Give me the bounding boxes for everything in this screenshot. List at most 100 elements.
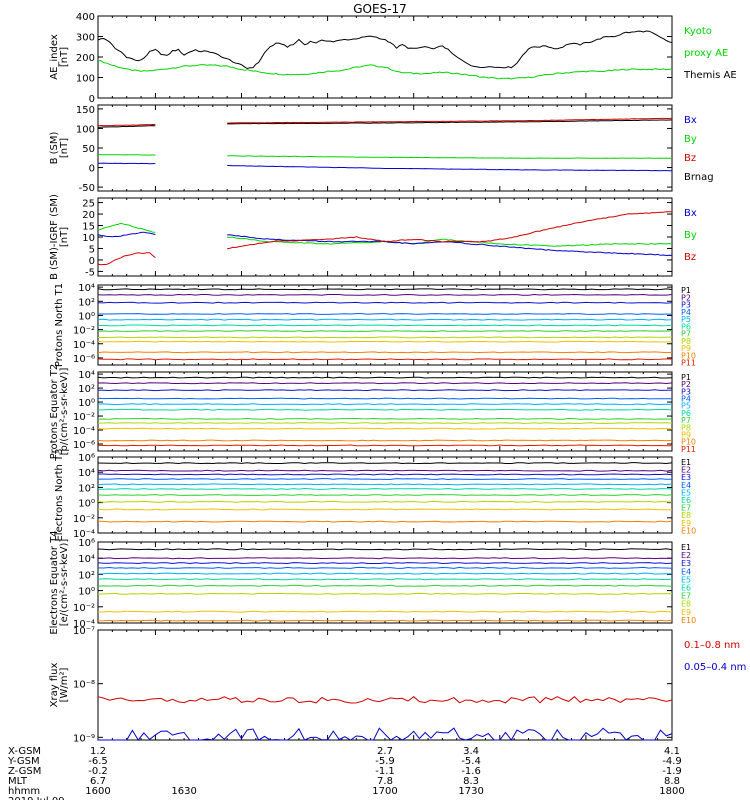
legend-label: P7	[681, 330, 691, 339]
y-tick-label: 10	[82, 233, 95, 244]
series-line-bx	[98, 162, 156, 165]
series-line-p8	[98, 336, 673, 339]
legend-label: Bz	[684, 252, 696, 263]
series-line-p5	[97, 318, 673, 321]
y-tick-label: 20	[82, 210, 95, 221]
series-line-0-1-0-8-nm	[97, 696, 673, 704]
legend-label: P5	[681, 315, 691, 324]
y-tick-label: 50	[82, 144, 95, 155]
series-line-e5	[97, 483, 673, 486]
series-line-p3	[97, 389, 673, 392]
legend-label: Brnag	[684, 172, 714, 183]
y-tick-label: 200	[76, 53, 95, 64]
legend-label: E4	[681, 481, 691, 490]
legend-label: P11	[681, 359, 696, 368]
y-tick-label: 0	[89, 164, 95, 175]
y-axis-title: Protons North T1	[54, 283, 65, 367]
ephemeris-table: X-GSM 1.2 2.7 3.4 4.1 Y-GSM -6.5 -5.9 -5.4 -4.9 Z-…	[7, 746, 685, 800]
series-line-p5	[97, 403, 672, 406]
ephem-value: -1.1	[375, 766, 395, 777]
panel-pe: 10⁴ 10² 10⁰ 10⁻² 10⁻⁴ 10⁻⁶ Protons Equator T2[…	[49, 364, 696, 460]
legend-label: P8	[681, 423, 691, 432]
panel-ae: 400 300 200 100 0 AE_index [nT] Kyoto proxy AE Th…	[49, 12, 737, 105]
series-line-p11	[97, 358, 673, 361]
legend-label: P3	[681, 301, 691, 310]
y-tick-label: 10²	[78, 570, 95, 581]
series-line-p9	[97, 340, 673, 343]
series-line-p4	[98, 313, 672, 315]
y-tick-label: 10⁻⁹	[73, 733, 95, 744]
series-line-bz	[97, 252, 156, 266]
series-line-e1	[97, 462, 673, 465]
y-axis-title: [e/(cm²-s-sr-keV)]	[59, 539, 70, 627]
ephem-value: 6.7	[90, 776, 106, 787]
legend-label: 0.1–0.8 nm	[684, 640, 740, 651]
ephem-value: -4.9	[662, 756, 682, 767]
legend-label: Bx	[684, 115, 697, 126]
series-line-p1	[97, 288, 673, 291]
series-line-bx	[227, 234, 673, 257]
ephem-value: 4.1	[664, 746, 680, 757]
legend-label: P1	[681, 373, 691, 382]
y-tick-label: 10⁻²	[73, 514, 95, 525]
series-line-p6	[97, 324, 673, 327]
legend-label: Bx	[684, 208, 697, 219]
ephem-value: -1.6	[461, 766, 481, 777]
legend-label: E10	[681, 616, 696, 625]
panel-bsm: 150 100 50 0 -50 B (SM) [nT] Bx By Bz Brnag	[49, 104, 714, 194]
ephem-value: 1600	[85, 786, 110, 797]
y-tick-label: 0	[89, 94, 95, 105]
series-line-p9	[97, 427, 673, 430]
y-tick-label: -5	[85, 267, 95, 278]
legend-label: P10	[681, 438, 696, 447]
ephem-row-label: hhmm	[8, 786, 40, 797]
series-line-e7	[97, 494, 673, 496]
legend-label: By	[684, 230, 697, 241]
ephem-value: -1.9	[662, 766, 682, 777]
series-line-themis-ae	[97, 30, 673, 70]
series-line-e10	[97, 520, 673, 523]
y-tick-label: 400	[76, 12, 95, 23]
series-line-p10	[97, 351, 673, 354]
legend-label: E7	[681, 504, 691, 513]
series-line-e7	[97, 584, 673, 587]
legend-label: P4	[681, 395, 691, 404]
y-axis-title: [W/m²]	[59, 667, 70, 702]
y-tick-label: 10⁻⁴	[73, 529, 95, 540]
legend-label: Bz	[684, 153, 696, 164]
y-tick-label: 100	[76, 124, 95, 135]
series-line-bz	[227, 211, 673, 250]
y-tick-label: 10⁻²	[73, 412, 95, 423]
series-line-p7	[97, 417, 673, 420]
y-tick-label: 10⁰	[78, 499, 95, 510]
legend-label: P2	[681, 293, 691, 302]
legend-label: P8	[681, 337, 691, 346]
legend-label: E3	[681, 559, 691, 568]
y-tick-label: 0	[89, 256, 95, 267]
y-tick-label: 300	[76, 33, 95, 44]
y-axis-title: [p/(cm²-s-sr-keV)]	[59, 368, 70, 456]
legend-label: P6	[681, 409, 691, 418]
y-tick-label: 10⁻⁶	[73, 354, 95, 365]
series-line-p7	[97, 330, 673, 332]
panel-frame	[97, 541, 673, 624]
series-line-e6	[97, 578, 673, 581]
y-tick-label: 10⁶	[78, 538, 95, 549]
legend-label: P4	[681, 308, 691, 317]
panel-xray: 10⁻⁷ 10⁻⁸ 10⁻⁹ Xray flux [W/m²] 0.1–0.8 nm 0.0…	[49, 626, 746, 744]
y-tick-label: 10⁴	[78, 283, 95, 294]
ephem-date: 2019 Jul 09	[8, 796, 65, 800]
ephem-value: 2.7	[377, 746, 393, 757]
ephem-value: 1700	[372, 786, 397, 797]
legend-label: Kyoto	[684, 26, 712, 37]
series-line-p11	[97, 444, 672, 447]
series-line-bz	[227, 117, 673, 124]
legend-label: P1	[681, 286, 691, 295]
series-line-e9	[97, 508, 672, 511]
legend-label: 0.05–0.4 nm	[684, 662, 746, 673]
legend-label: P3	[681, 387, 691, 396]
y-tick-label: 100	[76, 74, 95, 85]
panel-ee: 10⁶ 10⁴ 10² 10⁰ 10⁻² 10⁻⁴ Electrons Equator T4…	[49, 530, 696, 634]
